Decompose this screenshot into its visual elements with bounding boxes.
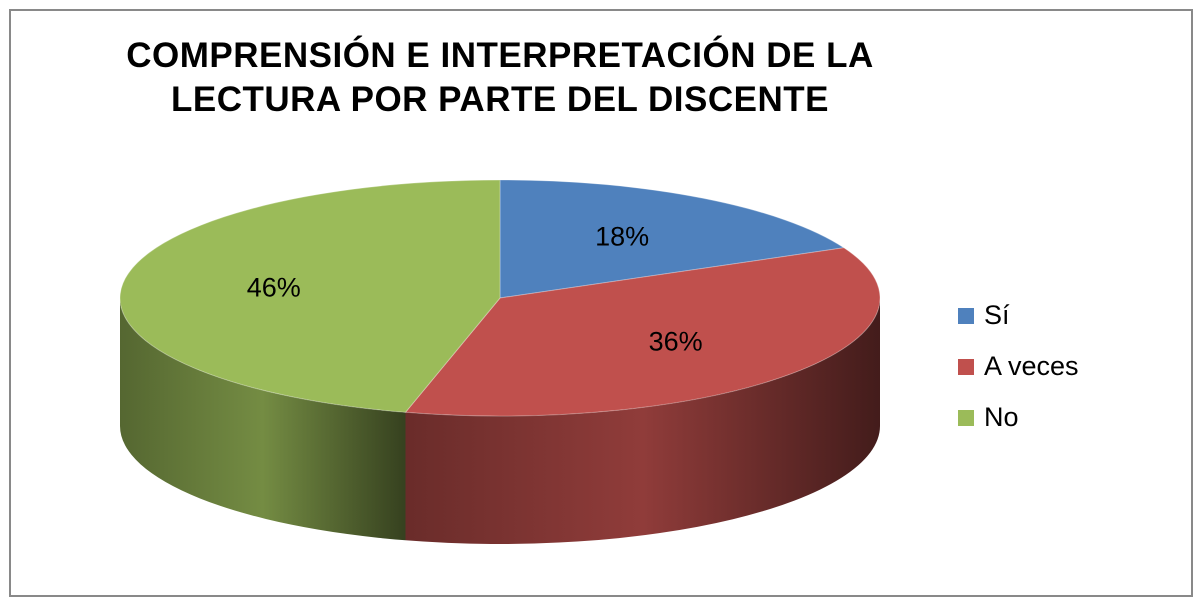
slice <box>119 179 501 413</box>
data-label: 46% <box>247 272 301 302</box>
data-label: 18% <box>595 221 649 251</box>
legend-label: A veces <box>984 351 1079 381</box>
legend-swatch <box>958 410 974 426</box>
data-label: 36% <box>649 326 703 356</box>
slice-side <box>120 298 406 541</box>
legend-swatch <box>958 308 974 324</box>
legend-label: Sí <box>984 300 1010 330</box>
slice-side <box>405 298 880 544</box>
legend-swatch <box>958 359 974 375</box>
legend-label: No <box>984 402 1019 432</box>
slice <box>499 179 846 299</box>
slice <box>404 247 881 417</box>
chart-title: COMPRENSIÓN E INTERPRETACIÓN DE LA LECTU… <box>126 36 874 119</box>
